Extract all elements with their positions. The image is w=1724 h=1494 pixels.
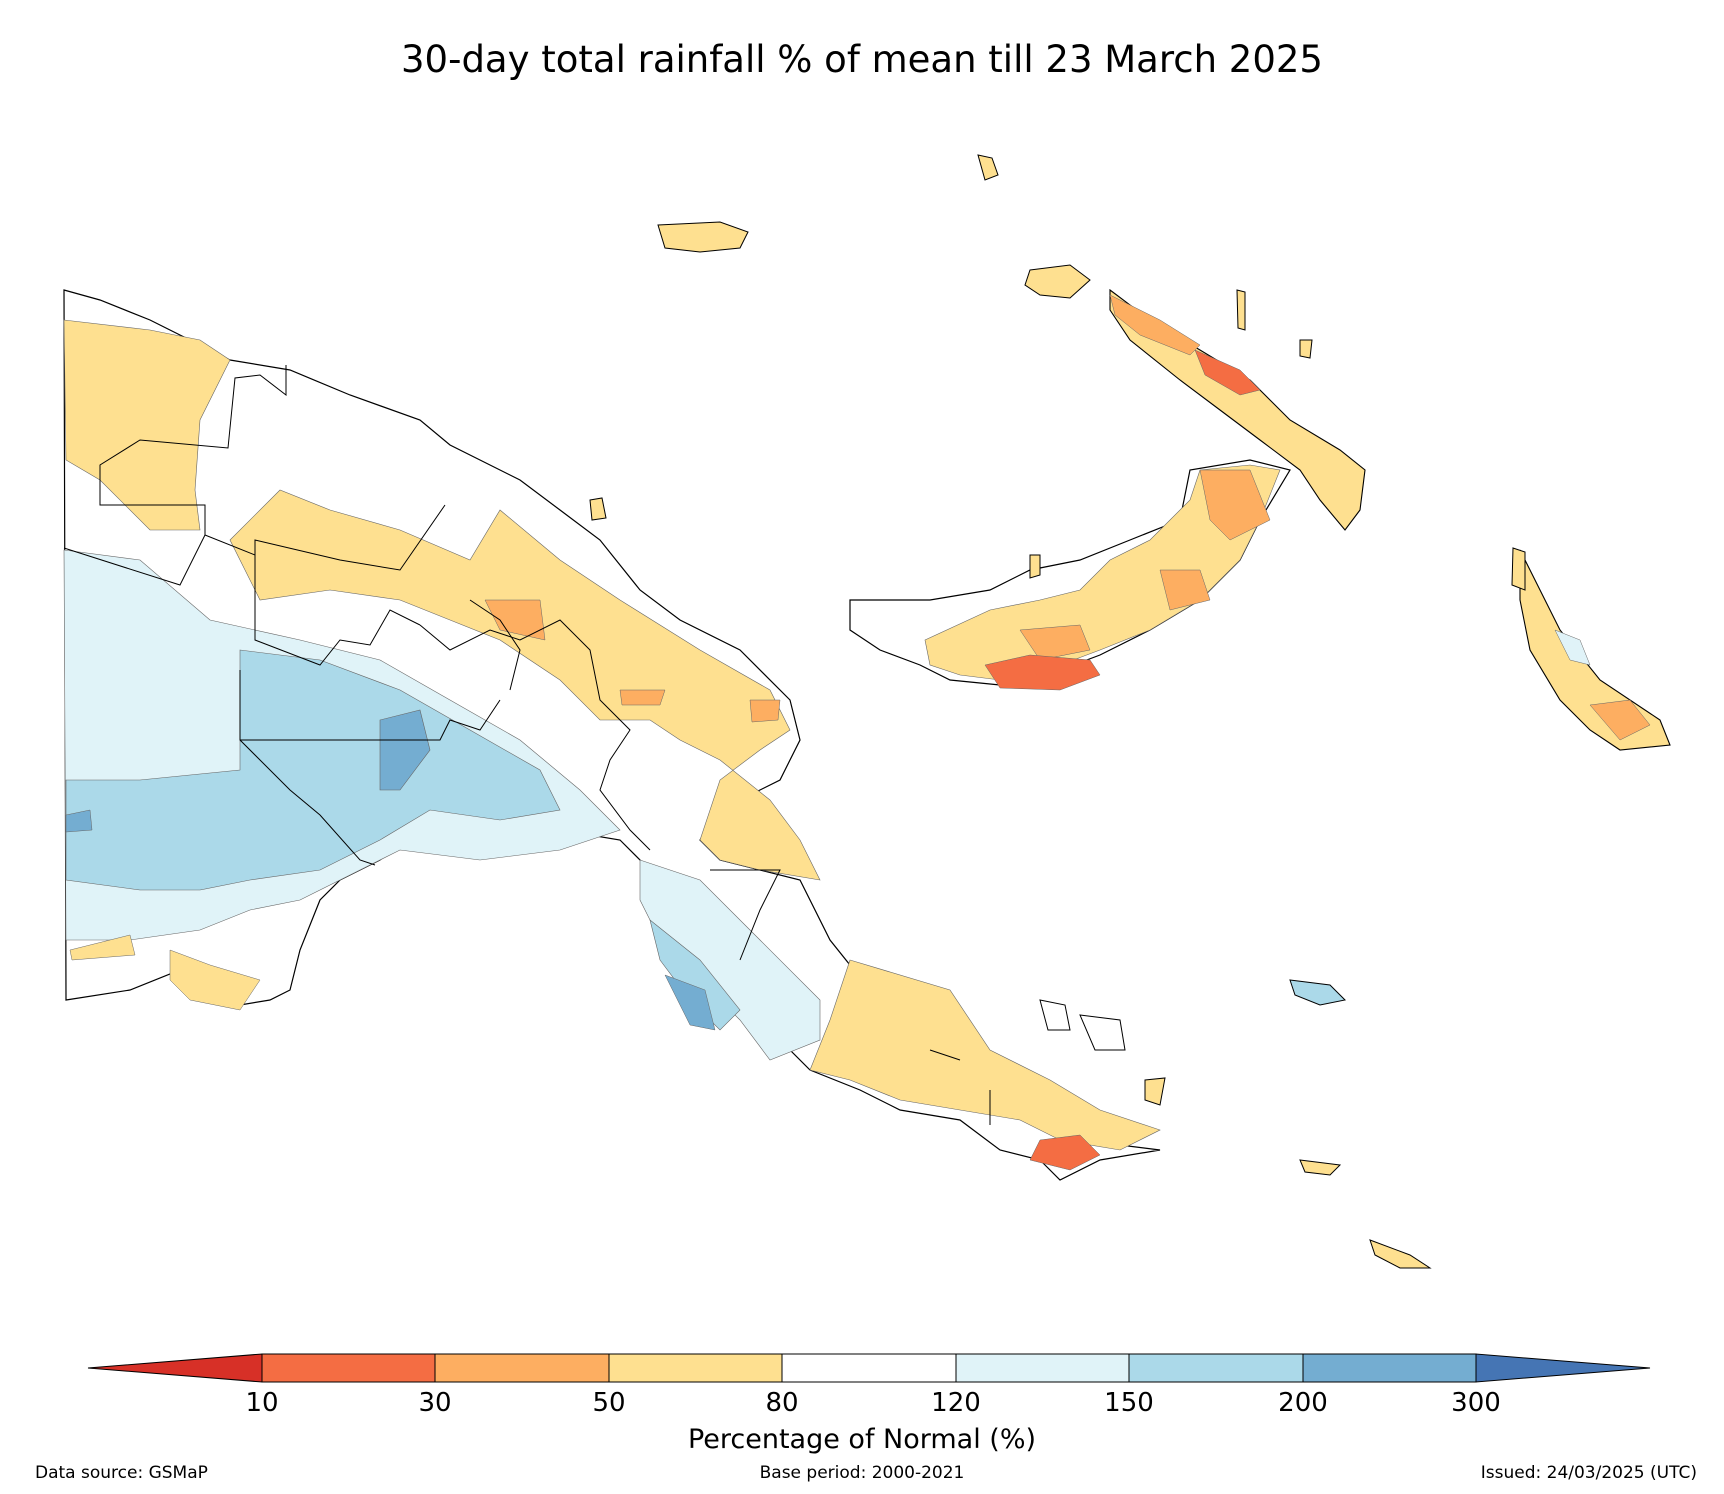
karkar (589, 497, 607, 521)
new-hanover (1024, 264, 1091, 299)
fergusson (1079, 1014, 1126, 1051)
colorbar-bin-150-200 (1128, 1353, 1304, 1383)
region-150-200-south (649, 919, 741, 1031)
region-30-50-new-britain-2 (1159, 569, 1211, 611)
region-10-30-new-ireland (1194, 349, 1261, 396)
colorbar-tick-50: 50 (592, 1388, 626, 1418)
colorbar-extend-high (1475, 1353, 1651, 1383)
region-50-80-southwest (169, 949, 261, 1011)
colorbar-bin-50-80 (608, 1353, 783, 1383)
colorbar-bin-30-50 (434, 1353, 610, 1383)
bougainville-blue (1554, 629, 1591, 666)
colorbar-tick-30: 30 (418, 1388, 452, 1418)
tabar (1236, 289, 1246, 331)
sudest (1369, 1239, 1432, 1269)
region-10-30-new-britain (984, 654, 1101, 691)
colorbar-bin-80-120 (781, 1353, 957, 1383)
new-ireland (1109, 288, 1366, 531)
colorbar-tick-300: 300 (1451, 1388, 1501, 1418)
region-200-300-west-2 (65, 809, 93, 833)
colorbar-tick-200: 200 (1278, 1388, 1328, 1418)
goodenough (1039, 999, 1071, 1031)
colorbar-bin-200-300 (1302, 1353, 1477, 1383)
lihir (1299, 339, 1313, 359)
colorbar-tick-10: 10 (245, 1388, 279, 1418)
base-period: Base period: 2000-2021 (759, 1463, 965, 1483)
region-10-30-southeast (1029, 1134, 1101, 1171)
region-200-300-west (379, 709, 431, 791)
region-30-50-new-britain (1199, 469, 1271, 541)
islands (589, 154, 1671, 1269)
colorbar-bin-10-30 (261, 1353, 436, 1383)
umboi (1029, 554, 1041, 579)
region-30-50-central-2 (749, 699, 781, 723)
data-source: Data source: GSMaP (35, 1463, 208, 1483)
colorbar-tick-150: 150 (1104, 1388, 1154, 1418)
region-30-50-new-britain-3 (1019, 624, 1091, 661)
map-title: 30-day total rainfall % of mean till 23 … (401, 38, 1323, 81)
colorbar-bin-120-150 (955, 1353, 1130, 1383)
woodlark (1299, 1159, 1342, 1176)
region-200-300-south (664, 974, 716, 1031)
mussau (977, 154, 999, 181)
region-150-200-west (65, 649, 561, 891)
province-boundaries (63, 365, 991, 1125)
bougainville (1519, 549, 1671, 751)
issued-date: Issued: 24/03/2025 (UTC) (1480, 1463, 1697, 1483)
buka (1511, 547, 1526, 591)
manus (657, 221, 749, 253)
region-30-50-central-3 (619, 689, 666, 706)
region-30-50-new-ireland (1109, 294, 1201, 356)
region-50-80-central (229, 489, 821, 881)
region-50-80-northwest (63, 319, 231, 531)
normanby (1144, 1077, 1166, 1106)
new-britain (849, 459, 1291, 691)
region-30-50-central (484, 599, 546, 641)
colorbar-tick-80: 80 (765, 1388, 799, 1418)
colorbar-tick-120: 120 (931, 1388, 981, 1418)
colorbar-label: Percentage of Normal (%) (687, 1424, 1037, 1455)
colorbar (87, 1353, 1651, 1383)
trobriand (1289, 979, 1347, 1006)
mainland (63, 289, 1161, 1181)
region-50-80-southwest-2 (69, 934, 136, 961)
colorbar-extend-low (87, 1353, 263, 1383)
bougainville-orange (1589, 699, 1651, 741)
